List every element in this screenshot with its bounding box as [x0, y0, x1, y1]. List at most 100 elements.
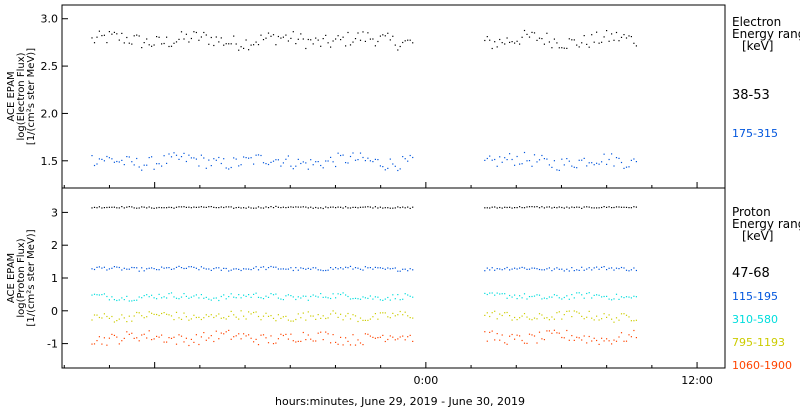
- data-point: [96, 163, 98, 165]
- data-point: [332, 40, 334, 42]
- data-point: [243, 156, 245, 158]
- data-point: [151, 45, 153, 47]
- data-point: [618, 319, 620, 321]
- data-point: [402, 206, 404, 208]
- data-point: [285, 333, 287, 335]
- data-point: [623, 167, 625, 169]
- data-point: [257, 206, 260, 208]
- data-point: [491, 47, 493, 50]
- data-point: [359, 39, 362, 41]
- data-point: [558, 169, 560, 171]
- proton-y-axis-label: ACE EPAM: [6, 253, 17, 303]
- data-point: [325, 160, 327, 162]
- data-point: [317, 207, 319, 209]
- data-point: [551, 166, 553, 168]
- data-point: [148, 296, 150, 298]
- data-point: [133, 267, 135, 269]
- data-point: [265, 37, 267, 39]
- data-point: [158, 336, 160, 338]
- data-point: [265, 206, 267, 208]
- data-point: [307, 267, 309, 269]
- data-point: [300, 317, 302, 319]
- data-point: [287, 155, 289, 157]
- data-point: [536, 268, 538, 270]
- data-point: [315, 206, 317, 209]
- data-point: [108, 31, 110, 33]
- data-point: [382, 299, 384, 301]
- data-point: [297, 158, 299, 160]
- data-point: [596, 162, 598, 164]
- data-point: [397, 338, 399, 340]
- data-point: [578, 292, 580, 294]
- data-point: [203, 31, 205, 34]
- data-point: [546, 158, 548, 160]
- data-point: [620, 36, 623, 38]
- data-point: [180, 296, 183, 298]
- data-point: [238, 165, 240, 167]
- data-point: [347, 295, 349, 298]
- data-point: [501, 161, 503, 163]
- data-point: [96, 266, 98, 268]
- data-point: [170, 337, 173, 339]
- data-point: [188, 154, 190, 156]
- data-point: [282, 36, 284, 38]
- data-point: [369, 295, 371, 297]
- electron-y-tick-label: 2.5: [41, 60, 59, 73]
- data-point: [96, 207, 98, 209]
- data-point: [364, 206, 366, 208]
- data-point: [245, 39, 247, 41]
- data-point: [377, 318, 379, 320]
- data-point: [208, 315, 210, 318]
- data-point: [195, 206, 197, 208]
- data-point: [409, 295, 411, 297]
- data-point: [220, 295, 222, 298]
- data-point: [533, 206, 536, 208]
- data-point: [496, 333, 498, 335]
- data-point: [369, 318, 371, 320]
- data-point: [101, 207, 103, 209]
- data-point: [153, 297, 155, 299]
- data-point: [588, 292, 590, 294]
- data-point: [399, 310, 401, 313]
- data-point: [143, 164, 145, 166]
- data-point: [270, 206, 272, 208]
- data-point: [519, 206, 521, 208]
- data-point: [93, 343, 96, 345]
- data-point: [556, 312, 558, 314]
- data-point: [514, 164, 516, 166]
- data-point: [519, 295, 521, 297]
- data-point: [183, 267, 185, 270]
- data-point: [345, 337, 347, 339]
- data-point: [374, 45, 376, 47]
- data-point: [345, 45, 347, 47]
- data-point: [337, 206, 339, 208]
- data-point: [223, 267, 225, 269]
- data-point: [571, 267, 573, 269]
- data-point: [615, 157, 618, 159]
- data-point: [297, 38, 299, 40]
- data-point: [352, 152, 354, 154]
- data-point: [126, 321, 128, 323]
- data-point: [163, 312, 165, 314]
- data-point: [553, 318, 555, 320]
- data-point: [397, 49, 399, 51]
- data-point: [357, 32, 359, 34]
- data-point: [489, 315, 491, 318]
- data-point: [111, 206, 113, 208]
- data-point: [364, 266, 366, 268]
- data-point: [382, 207, 384, 209]
- data-point: [330, 156, 332, 158]
- data-point: [635, 337, 637, 339]
- data-point: [623, 340, 625, 342]
- data-point: [200, 294, 202, 296]
- data-point: [586, 292, 588, 295]
- data-point: [596, 207, 598, 209]
- data-point: [630, 297, 632, 299]
- data-point: [330, 267, 332, 269]
- data-point: [118, 207, 120, 209]
- data-point: [111, 267, 113, 269]
- data-point: [528, 318, 531, 320]
- data-point: [215, 315, 217, 317]
- data-point: [404, 268, 406, 270]
- data-point: [548, 41, 550, 43]
